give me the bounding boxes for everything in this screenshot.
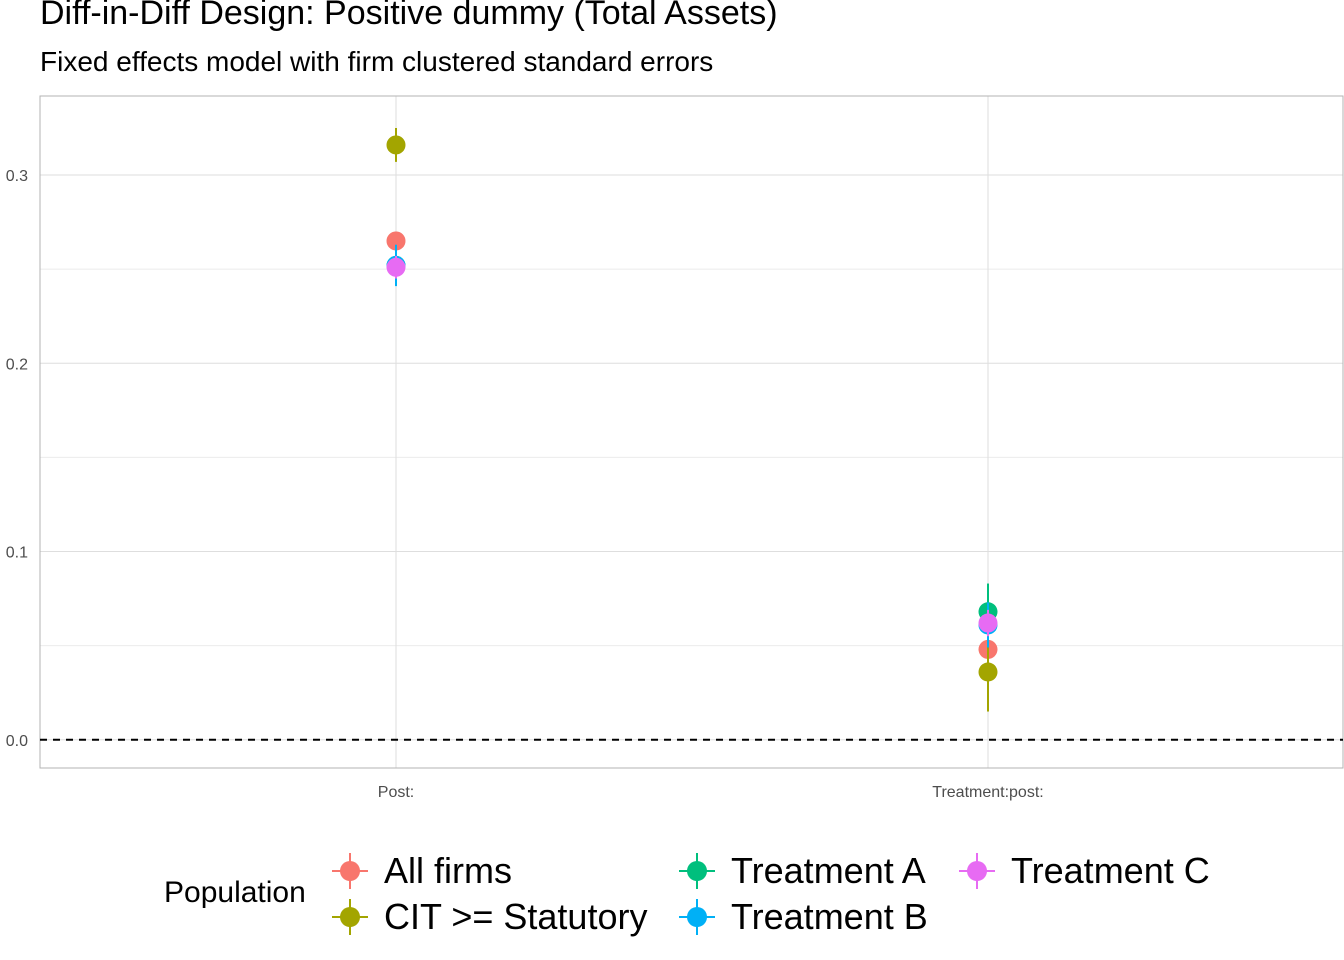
data-point	[978, 613, 998, 633]
legend-key-point	[687, 907, 707, 927]
data-point	[386, 257, 406, 277]
legend-item-cit-statutory: CIT >= Statutory	[330, 894, 647, 940]
legend-title: Population	[164, 876, 306, 909]
legend-key-treatment-c	[959, 853, 995, 889]
legend-label: Treatment C	[1011, 850, 1210, 891]
data-point	[386, 231, 406, 251]
plot-area: 0.0 0.1 0.2 0.3 Post: Treatment:post:	[6, 95, 1344, 801]
legend-item-treatment-a: Treatment A	[677, 848, 926, 894]
legend-label: CIT >= Statutory	[384, 896, 648, 937]
data-point	[978, 662, 998, 682]
legend-key-point	[340, 907, 360, 927]
legend-item-treatment-c: Treatment C	[957, 848, 1210, 894]
chart-subtitle: Fixed effects model with firm clustered …	[40, 46, 714, 77]
panel-border	[39, 95, 1344, 769]
legend-item-treatment-b: Treatment B	[677, 894, 928, 940]
legend-key-point	[340, 861, 360, 881]
data-point	[386, 135, 406, 155]
legend-label: Treatment B	[731, 896, 928, 937]
x-tick-label: Post:	[378, 784, 414, 801]
y-tick-label: 0.2	[6, 356, 28, 373]
chart-title: Diff-in-Diff Design: Positive dummy (Tot…	[40, 0, 778, 32]
legend-key-cit-statutory	[332, 899, 368, 935]
legend: Population All firms CIT >= Statutory Tr…	[164, 848, 1284, 948]
legend-key-treatment-b	[679, 899, 715, 935]
y-tick-label: 0.3	[6, 168, 28, 185]
legend-key-point	[687, 861, 707, 881]
y-tick-label: 0.0	[6, 733, 28, 750]
legend-label: All firms	[384, 850, 512, 891]
legend-label: Treatment A	[731, 850, 926, 891]
y-tick-label: 0.1	[6, 545, 28, 562]
x-tick-label: Treatment:post:	[932, 784, 1043, 801]
legend-key-treatment-a	[679, 853, 715, 889]
legend-key-point	[967, 861, 987, 881]
legend-item-all-firms: All firms	[330, 848, 512, 894]
legend-key-all-firms	[332, 853, 368, 889]
